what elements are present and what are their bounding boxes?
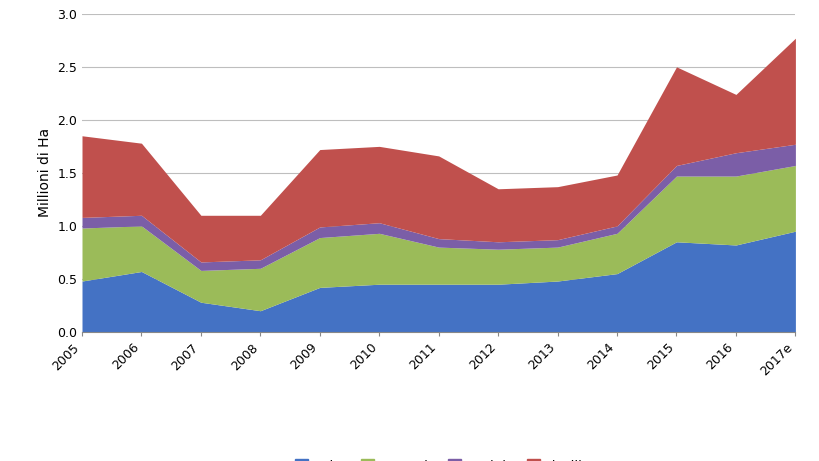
Legend: Soia, Legumi, Lupini, Piselli: Soia, Legumi, Lupini, Piselli bbox=[289, 454, 587, 461]
Y-axis label: Millioni di Ha: Millioni di Ha bbox=[38, 128, 52, 218]
